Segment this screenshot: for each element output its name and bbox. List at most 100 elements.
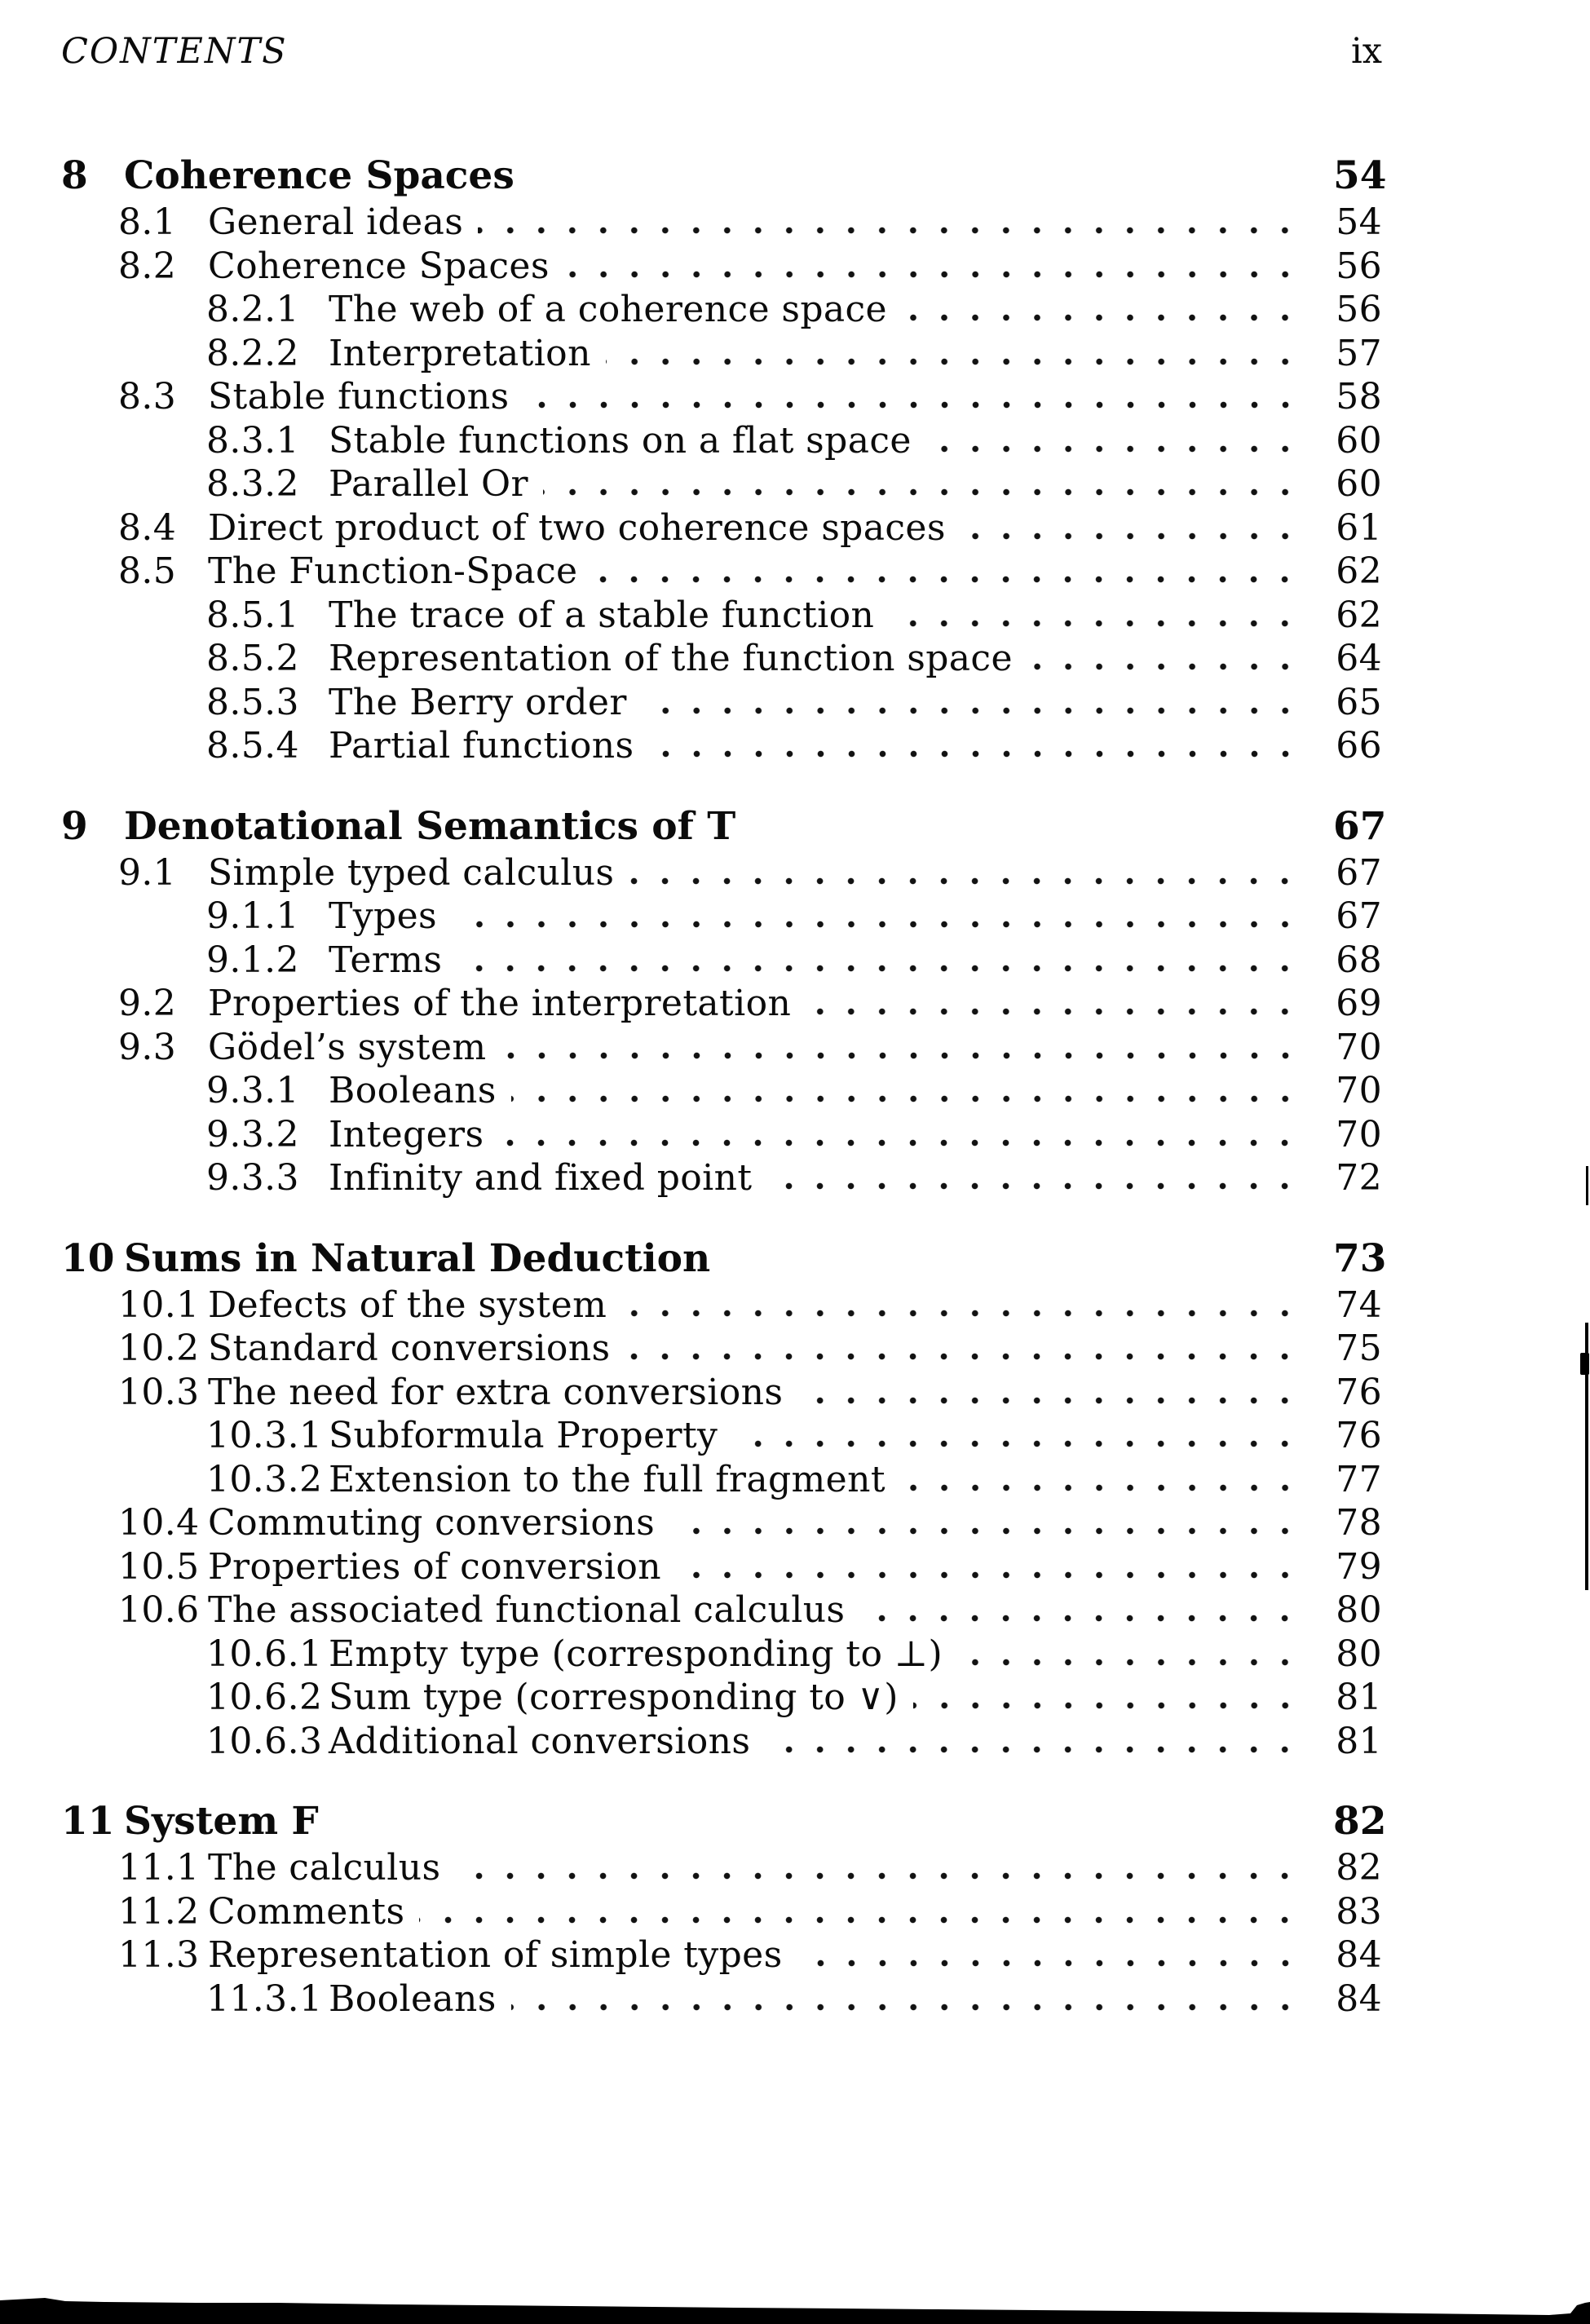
chapter-page-number: 54 xyxy=(1333,153,1387,198)
entry-number: 10.3 xyxy=(118,1371,200,1413)
entry-title: Integers xyxy=(329,1113,484,1155)
entry-page-number: 70 xyxy=(1336,1113,1382,1155)
chapter-heading-row: 10 Sums in Natural Deduction 73 xyxy=(61,1235,1386,1284)
entry-title: Simple typed calculus xyxy=(208,851,615,894)
entry-title: Direct product of two coherence spaces xyxy=(208,506,946,549)
dot-leader xyxy=(625,1353,1301,1360)
entry-title: Booleans xyxy=(329,1977,497,2020)
toc-entry-row: 10.5 Properties of conversion 79 xyxy=(61,1545,1382,1589)
entry-number: 9.2 xyxy=(118,983,177,1024)
toc-entry-row: 8.5 The Function-Space 62 xyxy=(61,550,1382,594)
entry-title: Properties of the interpretation xyxy=(208,983,792,1024)
entry-page-number: 69 xyxy=(1336,983,1382,1024)
toc-entry-row: 8.5.4 Partial functions 66 xyxy=(61,724,1382,768)
entry-page-number: 67 xyxy=(1336,851,1382,894)
entry-number: 8.3.1 xyxy=(206,419,299,462)
entry-title: Stable functions xyxy=(208,376,510,418)
entry-page-number: 67 xyxy=(1336,895,1382,937)
entry-page-number: 74 xyxy=(1336,1284,1382,1326)
toc-entry-row: 9.1.2 Terms 68 xyxy=(61,939,1382,983)
entry-title: The Berry order xyxy=(329,681,627,723)
toc-chapter: 11 System F 82 11.1 The calculus 82 11.2… xyxy=(61,1799,1386,2021)
dot-leader xyxy=(510,2003,1301,2011)
entry-page-number: 64 xyxy=(1336,638,1382,679)
chapter-number: 11 xyxy=(61,1799,115,1844)
dot-leader xyxy=(675,1571,1301,1579)
dot-leader xyxy=(912,1702,1301,1709)
dot-leader xyxy=(605,357,1301,365)
dot-leader xyxy=(455,1872,1301,1880)
dot-leader xyxy=(629,877,1301,885)
dot-leader xyxy=(641,706,1301,714)
entry-number: 10.1 xyxy=(118,1284,200,1326)
toc-entry-row: 9.1.1 Types 67 xyxy=(61,895,1382,939)
dot-leader xyxy=(501,1051,1301,1059)
entry-page-number: 77 xyxy=(1336,1458,1382,1500)
entry-page-number: 79 xyxy=(1336,1545,1382,1588)
entry-number: 8.4 xyxy=(118,506,177,549)
scan-artifact-edge-line-short xyxy=(1586,1166,1588,1205)
toc-chapter: 8 Coherence Spaces 54 8.1 General ideas … xyxy=(61,153,1387,768)
entry-page-number: 76 xyxy=(1336,1371,1382,1413)
dot-leader xyxy=(669,1527,1301,1535)
entry-page-number: 60 xyxy=(1336,463,1382,505)
dot-leader xyxy=(510,1095,1301,1102)
toc-entry-row: 8.3 Stable functions 58 xyxy=(61,375,1382,419)
entry-number: 8.2 xyxy=(118,245,177,287)
dot-leader xyxy=(902,314,1301,321)
entry-number: 8.5.1 xyxy=(206,594,299,636)
entry-title: Extension to the full fragment xyxy=(329,1458,886,1500)
entry-page-number: 62 xyxy=(1336,550,1382,592)
entry-page-number: 84 xyxy=(1336,1977,1382,2020)
entry-number: 10.2 xyxy=(118,1328,200,1369)
entry-number: 10.5 xyxy=(118,1545,200,1588)
entry-number: 10.6.3 xyxy=(206,1720,323,1762)
chapter-number: 10 xyxy=(61,1235,115,1281)
toc-entry-row: 9.2 Properties of the interpretation 69 xyxy=(61,982,1382,1026)
entry-number: 9.3.2 xyxy=(206,1113,299,1155)
toc-entry-row: 8.5.2 Representation of the function spa… xyxy=(61,637,1382,681)
entry-number: 11.1 xyxy=(118,1847,200,1889)
toc-entry-row: 8.3.2 Parallel Or 60 xyxy=(61,462,1382,506)
entry-title: Interpretation xyxy=(329,332,591,374)
dot-leader xyxy=(732,1440,1301,1447)
entry-page-number: 56 xyxy=(1336,289,1382,330)
entry-title: Booleans xyxy=(329,1070,497,1111)
toc-entry-row: 10.2 Standard conversions 75 xyxy=(61,1327,1382,1371)
dot-leader xyxy=(1027,663,1301,670)
entry-number: 10.6 xyxy=(118,1589,200,1631)
entry-page-number: 72 xyxy=(1336,1157,1382,1199)
entry-title: Parallel Or xyxy=(329,463,528,505)
table-of-contents: 8 Coherence Spaces 54 8.1 General ideas … xyxy=(61,153,1387,2021)
entry-title: Subformula Property xyxy=(329,1415,718,1456)
dot-leader xyxy=(498,1138,1301,1147)
scan-artifact-edge-line-long xyxy=(1585,1323,1588,1590)
folio-page-number: ix xyxy=(1350,31,1382,72)
entry-number: 8.5.3 xyxy=(206,681,299,723)
entry-page-number: 54 xyxy=(1336,201,1382,243)
dot-leader xyxy=(925,444,1301,453)
toc-entry-row: 10.6.2 Sum type (corresponding to ∨) 81 xyxy=(61,1676,1382,1720)
chapter-title: Coherence Spaces xyxy=(124,153,515,198)
dot-leader xyxy=(478,227,1301,234)
chapter-heading-row: 8 Coherence Spaces 54 xyxy=(61,153,1387,201)
entry-number: 8.5.4 xyxy=(206,725,299,767)
toc-entry-row: 11.1 The calculus 82 xyxy=(61,1846,1382,1890)
entry-number: 8.5 xyxy=(118,550,177,592)
entry-page-number: 81 xyxy=(1336,1677,1382,1718)
toc-entry-row: 8.5.3 The Berry order 65 xyxy=(61,681,1382,725)
entry-page-number: 78 xyxy=(1336,1502,1382,1544)
dot-leader xyxy=(592,576,1301,583)
entry-page-number: 62 xyxy=(1336,594,1382,636)
entry-title: Terms xyxy=(329,939,443,981)
dot-leader xyxy=(797,1396,1301,1404)
entry-title: Additional conversions xyxy=(329,1720,751,1762)
entry-page-number: 76 xyxy=(1336,1415,1382,1456)
chapter-title: Denotational Semantics of T xyxy=(124,803,736,849)
dot-leader xyxy=(859,1615,1301,1622)
entry-title: Gödel’s system xyxy=(208,1026,487,1068)
toc-entry-row: 10.6.3 Additional conversions 81 xyxy=(61,1720,1382,1764)
entry-number: 10.3.1 xyxy=(206,1415,323,1456)
toc-entry-row: 11.3 Representation of simple types 84 xyxy=(61,1933,1382,1977)
toc-entry-row: 10.6 The associated functional calculus … xyxy=(61,1588,1382,1633)
